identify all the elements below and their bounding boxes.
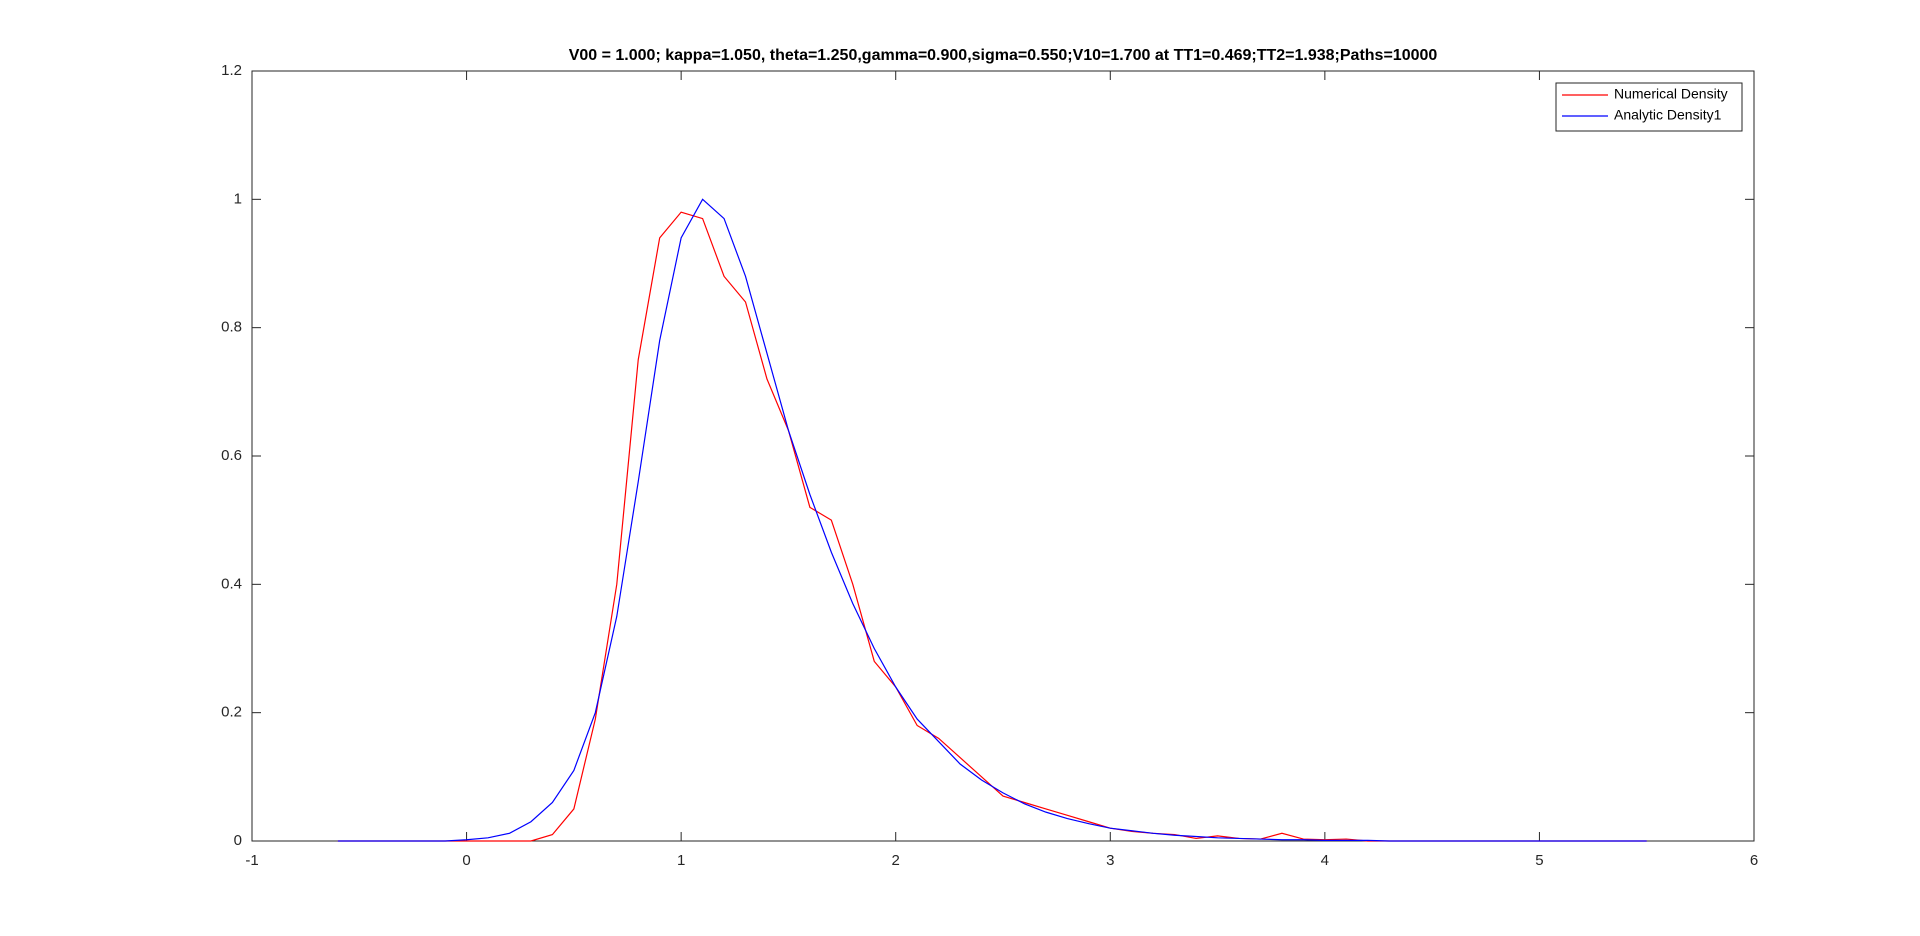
x-tick-label: 6 <box>1750 852 1758 869</box>
x-tick-label: 5 <box>1535 852 1543 869</box>
chart-title: V00 = 1.000; kappa=1.050, theta=1.250,ga… <box>569 47 1438 64</box>
legend-label: Numerical Density <box>1614 86 1728 102</box>
y-tick-label: 1 <box>234 190 242 207</box>
x-tick-label: 0 <box>462 852 470 869</box>
x-tick-label: 4 <box>1321 852 1329 869</box>
y-tick-label: 0.8 <box>221 319 242 336</box>
x-tick-label: -1 <box>245 852 258 869</box>
legend-label: Analytic Density1 <box>1614 107 1722 123</box>
x-tick-label: 3 <box>1106 852 1114 869</box>
plot-area <box>251 70 1755 842</box>
legend-box <box>1555 82 1743 132</box>
y-tick-label: 0.4 <box>221 575 242 592</box>
y-tick-label: 0.2 <box>221 704 242 721</box>
y-tick-label: 0.6 <box>221 447 242 464</box>
x-tick-label: 2 <box>892 852 900 869</box>
y-tick-label: 0 <box>234 832 242 849</box>
x-tick-label: 1 <box>677 852 685 869</box>
y-tick-label: 1.2 <box>221 62 242 79</box>
data-line <box>337 198 1647 842</box>
